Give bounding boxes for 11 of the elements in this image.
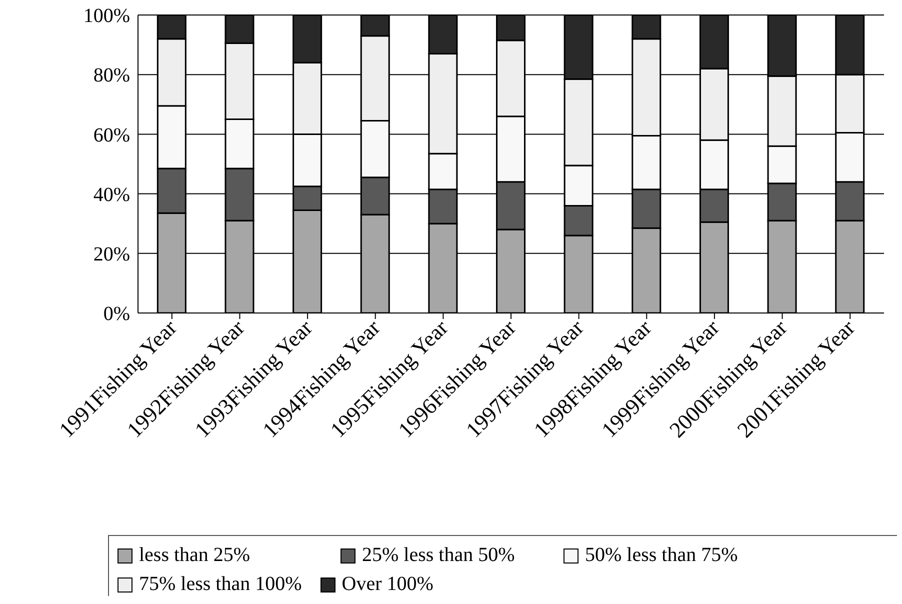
y-tick-label: 80% (93, 64, 130, 87)
y-tick-label: 60% (93, 124, 130, 146)
y-tick-label: 20% (93, 244, 130, 266)
y-tick-label: 0% (103, 303, 130, 326)
legend-label: 50% less than 75% (585, 544, 738, 567)
y-tick-label: 40% (93, 184, 130, 206)
legend-label: 25% less than 50% (362, 544, 515, 567)
legend-label: less than 25% (139, 544, 250, 567)
y-tick-label: 100% (83, 5, 130, 28)
legend-label: 75% less than 100% (139, 573, 302, 596)
legend-label: Over 100% (342, 573, 434, 596)
